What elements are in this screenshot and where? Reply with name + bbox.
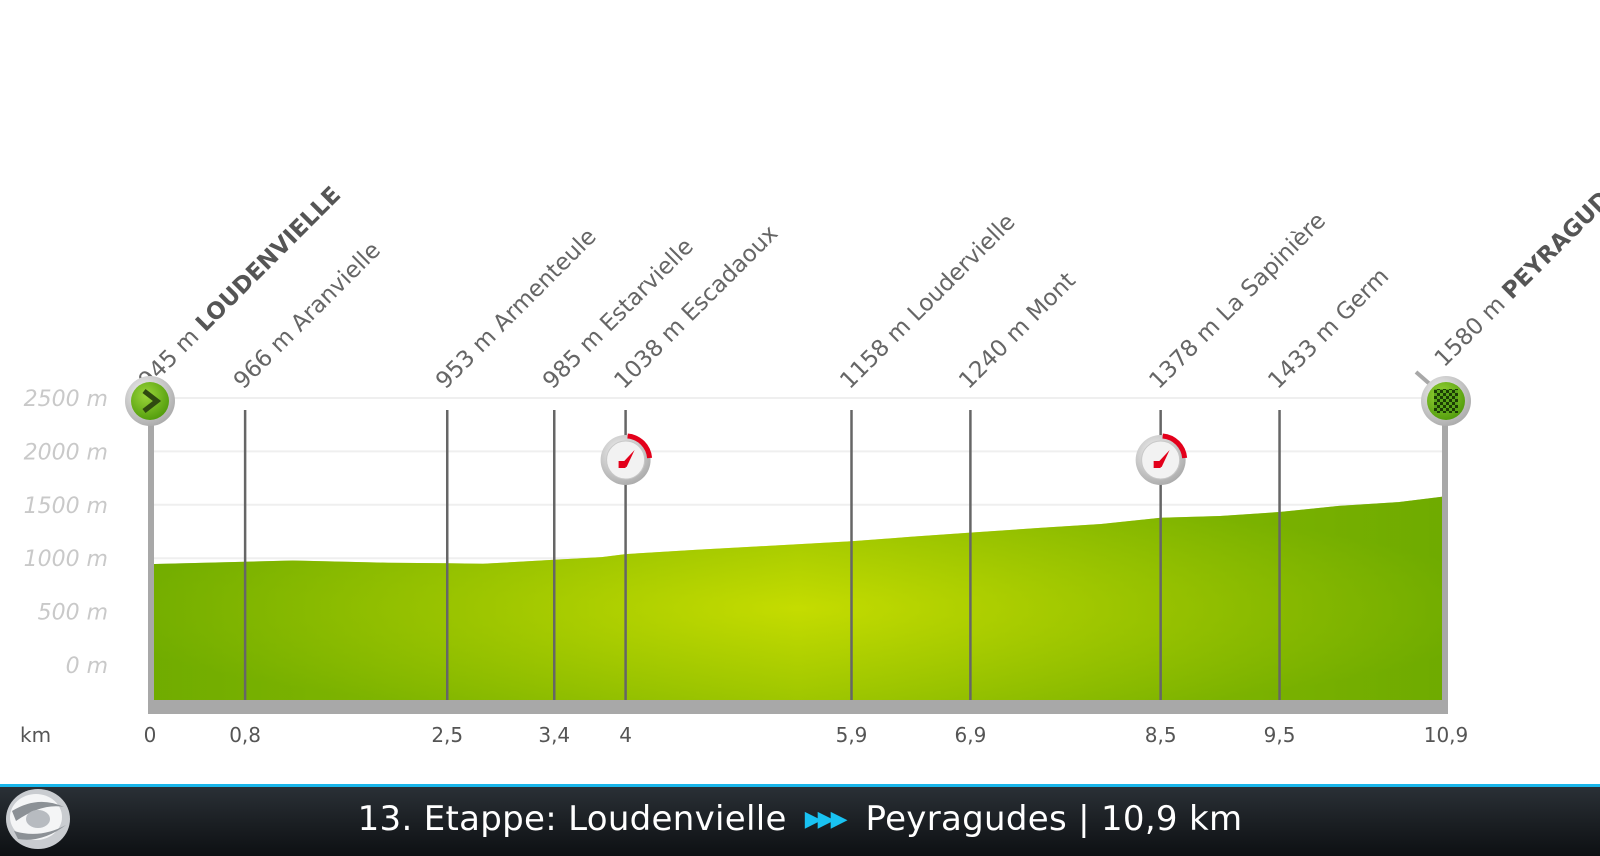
waypoint-name: Mont: [1022, 268, 1081, 327]
waypoint-name: La Sapinière: [1212, 208, 1331, 327]
x-tick-label: 9,5: [1264, 723, 1296, 747]
waypoint-elevation: 1378 m: [1145, 308, 1231, 394]
waypoint-markers: [125, 370, 1471, 485]
y-tick-label: 0 m: [66, 654, 108, 679]
elevation-area-glow: [150, 496, 1446, 700]
timing-arc: [1162, 433, 1188, 459]
waypoint-elevation: 1158 m: [835, 308, 921, 394]
waypoint-elevation: 1240 m: [954, 308, 1040, 394]
start-marker-inner: [131, 382, 169, 420]
y-axis-labels: 2500 m 2000 m 1500 m 1000 m 500 m 0 m: [24, 387, 108, 679]
x-tick-label: 10,9: [1424, 723, 1469, 747]
waypoint-elevation: 953 m: [431, 319, 507, 395]
broadcaster-logo-icon: [6, 789, 70, 849]
x-axis-unit: km: [20, 723, 51, 747]
waypoint-elevation: 1433 m: [1263, 308, 1349, 394]
waypoint-label: 945 m LOUDENVIELLE: [134, 182, 346, 394]
stage-title-bar: 13. Etappe: Loudenvielle ▶▶▶ Peyragudes | …: [0, 784, 1600, 856]
start-arrow-icon: [142, 389, 162, 413]
stopwatch-hub-icon: [1153, 461, 1161, 468]
direction-arrows-icon: ▶▶▶: [804, 807, 848, 832]
x-axis-labels: 0 0,8 2,5 3,4 4 5,9 6,9 8,5 9,5 10,9: [144, 723, 1469, 747]
waypoint-elevation: 1580 m: [1430, 286, 1516, 372]
stage-title-end: Peyragudes | 10,9 km: [865, 799, 1243, 839]
waypoint-name: Escadaoux: [677, 220, 783, 326]
x-tick-label: 6,9: [954, 723, 986, 747]
waypoint-label: 1433 m Germ: [1263, 263, 1394, 394]
x-tick-label: 2,5: [431, 723, 463, 747]
waypoint-name: Aranvielle: [286, 237, 386, 337]
timing-arc: [627, 433, 653, 459]
waypoint-name: PEYRAGUDES: [1497, 163, 1600, 304]
checkered-flag-icon: [1434, 389, 1458, 413]
waypoint-label: 1240 m Mont: [954, 268, 1081, 395]
stopwatch-hub-icon: [618, 461, 626, 468]
elevation-profile-chart: 2500 m 2000 m 1500 m 1000 m 500 m 0 m 0 0,8 2,5…: [20, 163, 1600, 747]
y-tick-label: 1500 m: [24, 494, 108, 519]
start-post: [148, 398, 154, 700]
x-tick-label: 0: [144, 723, 157, 747]
y-tick-label: 1000 m: [24, 547, 108, 572]
stage-title-start: 13. Etappe: Loudenvielle: [357, 799, 787, 839]
x-tick-label: 5,9: [836, 723, 868, 747]
y-tick-label: 500 m: [38, 601, 108, 626]
waypoint-label: 1580 m PEYRAGUDES: [1430, 163, 1600, 372]
waypoint-name: Armenteule: [488, 224, 601, 337]
finish-post: [1442, 398, 1448, 700]
y-tick-label: 2000 m: [24, 440, 108, 465]
x-tick-label: 3,4: [538, 723, 570, 747]
waypoint-name: Loudervielle: [903, 209, 1021, 327]
waypoint-elevation: 985 m: [538, 319, 614, 395]
x-tick-label: 0,8: [229, 723, 261, 747]
x-tick-label: 8,5: [1145, 723, 1177, 747]
waypoint-name: Germ: [1331, 263, 1394, 326]
y-tick-label: 2500 m: [24, 387, 108, 412]
waypoint-elevation: 966 m: [229, 319, 305, 395]
stage-title: 13. Etappe: Loudenvielle ▶▶▶ Peyragudes | …: [0, 799, 1600, 839]
x-tick-label: 4: [619, 723, 632, 747]
x-axis-bar: [148, 700, 1448, 714]
